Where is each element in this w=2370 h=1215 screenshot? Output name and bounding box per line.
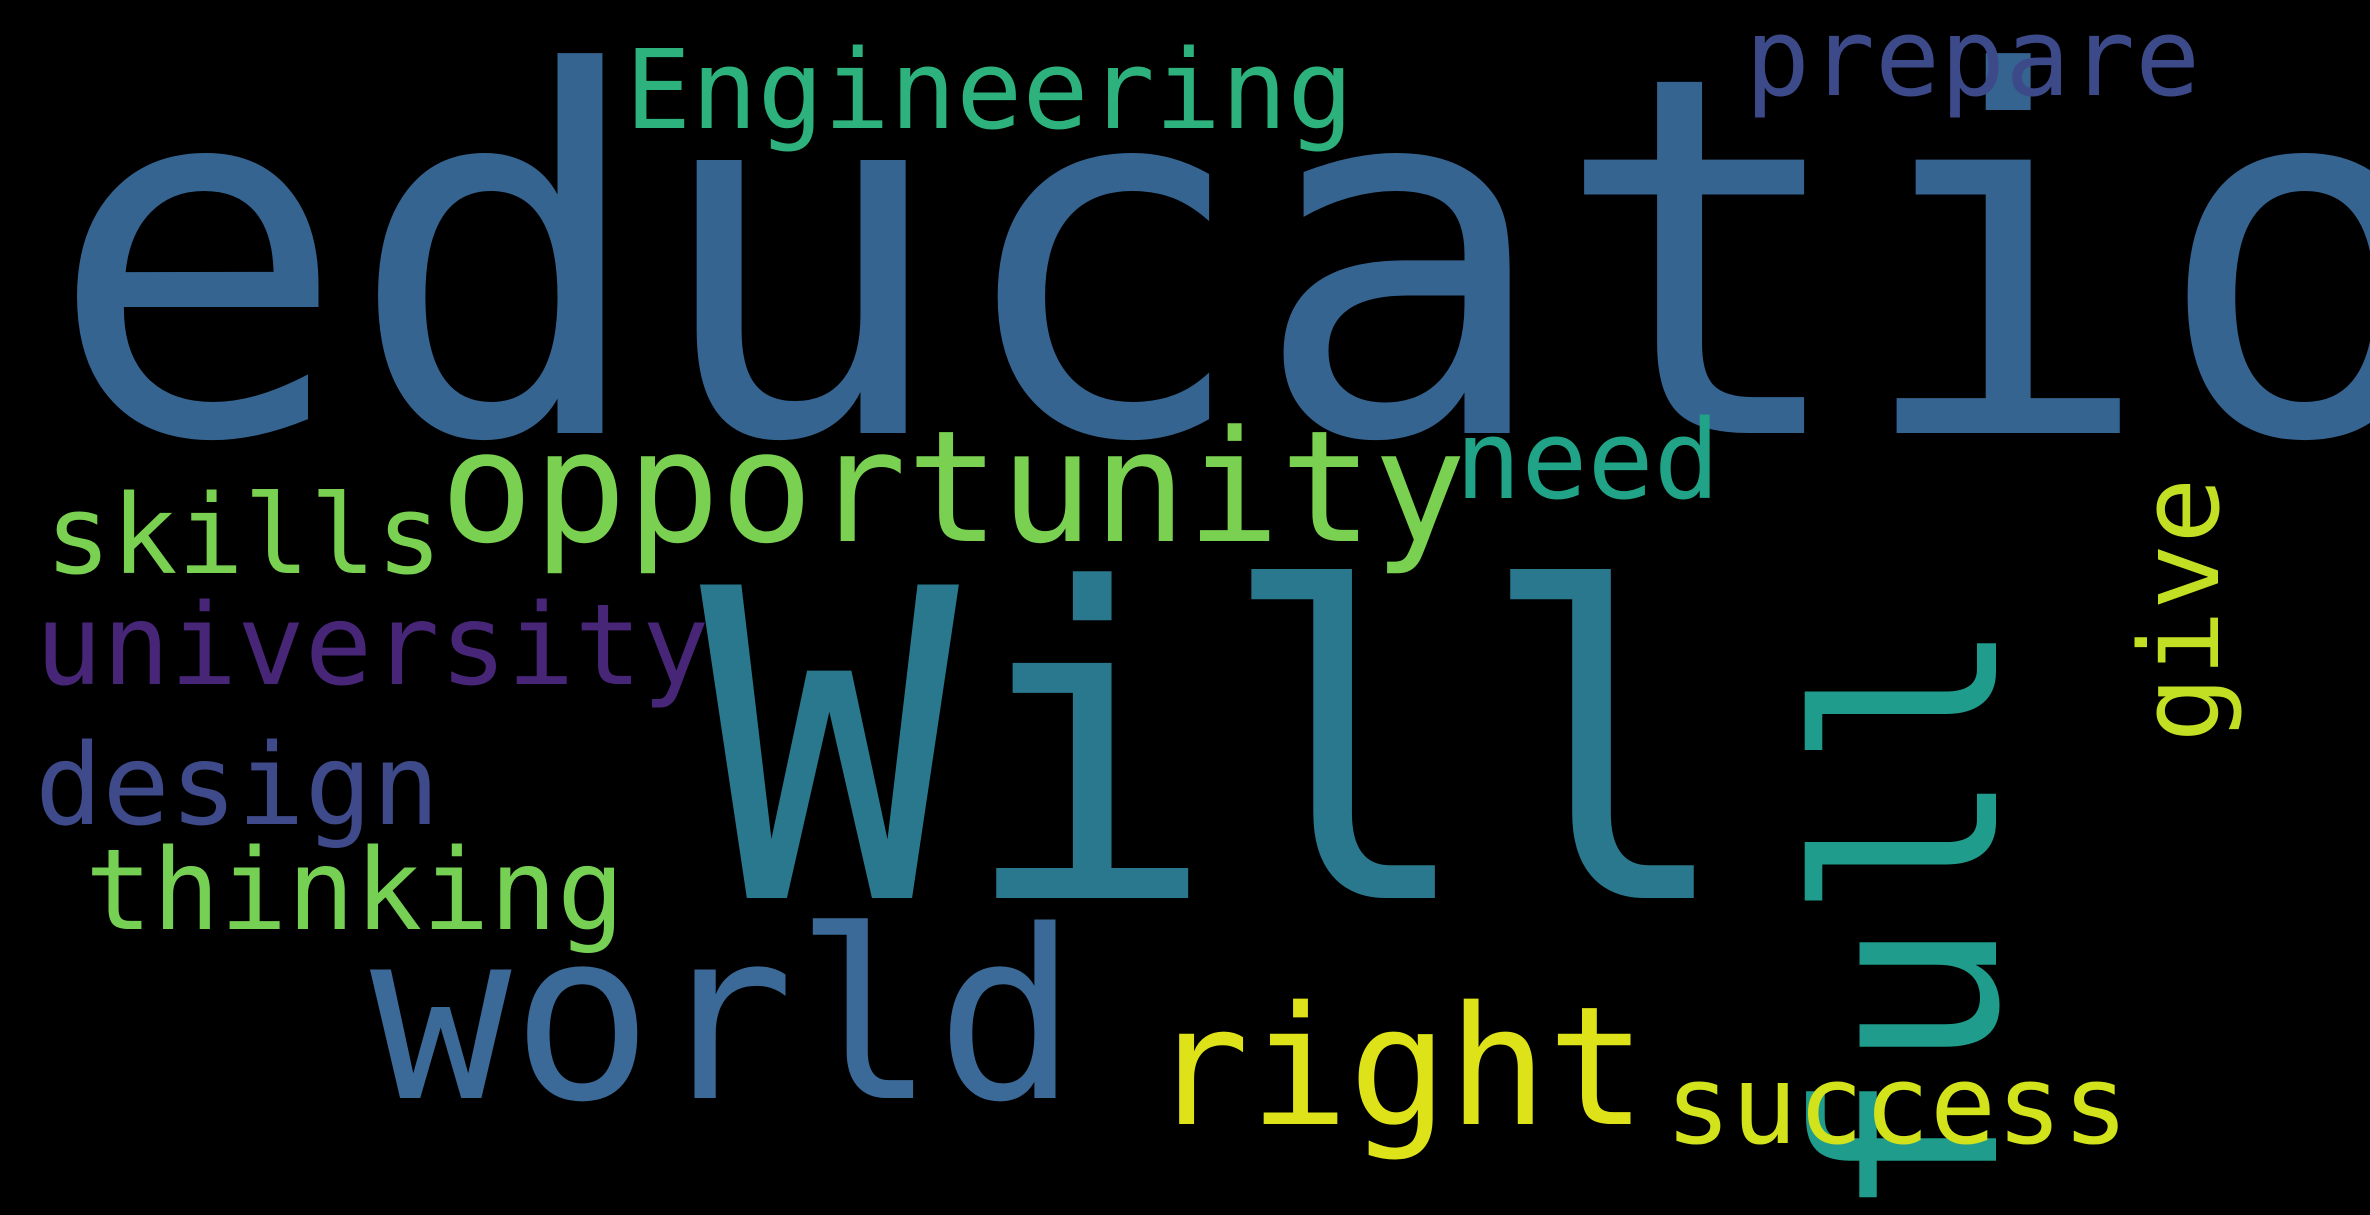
word-give: give [2116,477,2244,743]
word-education: education [47,0,2370,551]
word-university: university [35,581,710,711]
word-prepare: prepare [1745,0,2201,121]
word-need: need [1455,396,1720,524]
word-will: Will [700,500,1736,1000]
word-design: design [35,721,440,851]
word-success: success [1665,1041,2129,1169]
word-right: right [1150,971,1647,1163]
word-world: world [370,881,1078,1154]
word-skills: skills [45,471,443,599]
word-engineering: Engineering [625,26,1354,154]
word-opportunity: opportunity [440,397,1467,578]
word-thinking: thinking [85,826,625,956]
